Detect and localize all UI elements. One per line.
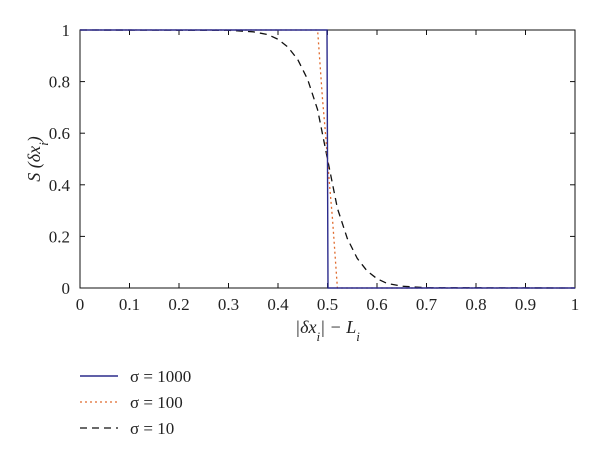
y-tick-label: 0: [62, 279, 71, 298]
x-tick-label: 0.4: [267, 295, 289, 314]
y-tick-label: 1: [62, 21, 71, 40]
x-tick-label: 0.3: [218, 295, 239, 314]
y-tick-label: 0.8: [49, 73, 70, 92]
x-tick-label: 0.5: [317, 295, 338, 314]
x-tick-label: 0.8: [465, 295, 486, 314]
y-tick-label: 0.4: [49, 176, 71, 195]
legend: σ = 1000 σ = 100 σ = 10: [80, 367, 191, 438]
x-tick-label: 0.9: [515, 295, 536, 314]
series-lines: [79, 29, 576, 289]
y-tick-label: 0.2: [49, 227, 70, 246]
legend-label-2: σ = 100: [130, 393, 183, 412]
x-tick-label: 0.2: [168, 295, 189, 314]
x-tick-label: 0.6: [366, 295, 387, 314]
x-tick-labels: 0 0.1 0.2 0.3 0.4 0.5 0.6 0.7 0.8 0.9 1: [76, 295, 580, 314]
legend-label-3: σ = 10: [130, 419, 174, 438]
x-axis-label: |δxi| − Li: [295, 317, 360, 344]
x-tick-label: 0: [76, 295, 85, 314]
y-axis-label: S (δxi): [24, 136, 51, 181]
series-line-1: [80, 29, 575, 289]
x-tick-label: 0.1: [119, 295, 140, 314]
legend-label-1: σ = 1000: [130, 367, 191, 386]
x-tick-label: 0.7: [416, 295, 438, 314]
y-tick-label: 0.6: [49, 124, 70, 143]
x-tick-label: 1: [571, 295, 580, 314]
y-tick-labels: 0 0.2 0.4 0.6 0.8 1: [49, 21, 71, 298]
